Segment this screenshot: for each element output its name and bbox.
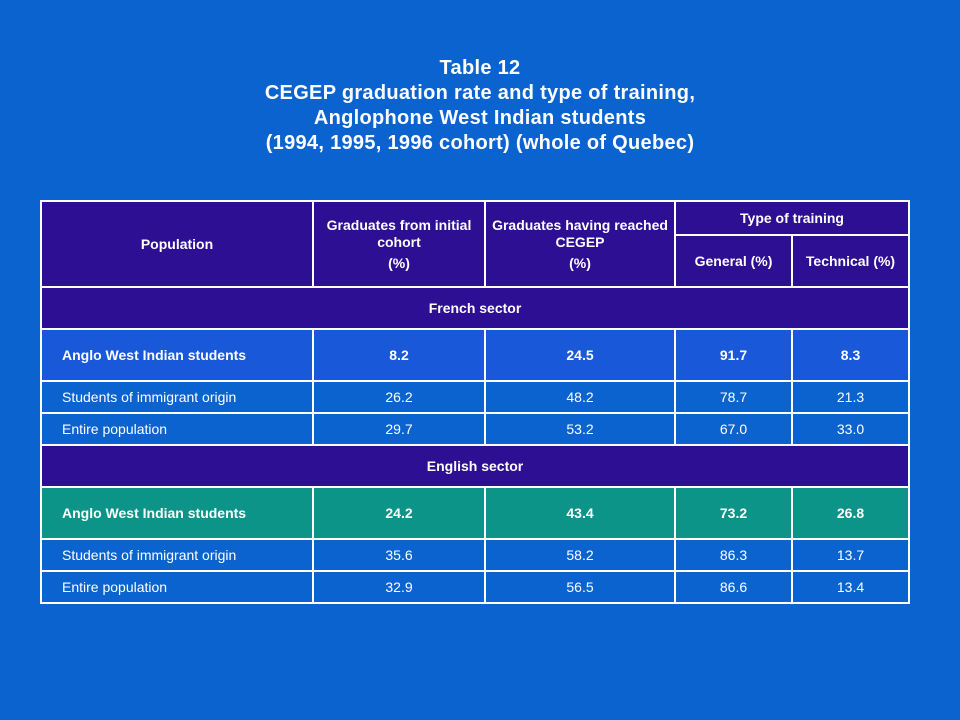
header-graduates-cegep-label: Graduates having reached CEGEP — [492, 216, 668, 250]
graduation-table: Population Graduates from initial cohort… — [40, 200, 910, 604]
header-graduates-cegep: Graduates having reached CEGEP (%) — [484, 200, 676, 288]
cell-population: Students of immigrant origin — [40, 380, 314, 414]
cell-graduates-cegep: 48.2 — [484, 380, 676, 414]
cell-graduates-cegep: 58.2 — [484, 538, 676, 572]
cell-population: Entire population — [40, 412, 314, 446]
cell-technical: 13.7 — [791, 538, 910, 572]
table-row: Anglo West Indian students 24.2 43.4 73.… — [40, 486, 910, 540]
cell-general: 86.6 — [674, 570, 793, 604]
cell-technical: 26.8 — [791, 486, 910, 540]
header-technical: Technical (%) — [791, 234, 910, 288]
table-row: Anglo West Indian students 8.2 24.5 91.7… — [40, 328, 910, 382]
title-line-1: Table 12 — [439, 57, 521, 79]
cell-general: 91.7 — [674, 328, 793, 382]
title-line-3: Anglophone West Indian students — [313, 107, 647, 129]
cell-general: 78.7 — [674, 380, 793, 414]
section-french: French sector — [40, 286, 910, 330]
cell-technical: 8.3 — [791, 328, 910, 382]
table-row: Students of immigrant origin 35.6 58.2 8… — [40, 538, 910, 572]
cell-population: Students of immigrant origin — [40, 538, 314, 572]
cell-general: 67.0 — [674, 412, 793, 446]
table-row: Students of immigrant origin 26.2 48.2 7… — [40, 380, 910, 414]
cell-graduates-cegep: 56.5 — [484, 570, 676, 604]
cell-technical: 21.3 — [791, 380, 910, 414]
title-line-2: CEGEP graduation rate and type of traini… — [264, 82, 696, 104]
header-graduates-initial-label: Graduates from initial cohort — [326, 216, 472, 250]
cell-graduates-cegep: 43.4 — [484, 486, 676, 540]
header-graduates-initial-unit: (%) — [388, 254, 410, 271]
cell-graduates-cegep: 53.2 — [484, 412, 676, 446]
header-graduates-cegep-unit: (%) — [569, 254, 591, 271]
cell-graduates-initial: 29.7 — [312, 412, 486, 446]
cell-population: Anglo West Indian students — [40, 328, 314, 382]
header-general: General (%) — [674, 234, 793, 288]
cell-general: 73.2 — [674, 486, 793, 540]
cell-graduates-initial: 24.2 — [312, 486, 486, 540]
section-label: French sector — [40, 286, 910, 330]
section-english: English sector — [40, 444, 910, 488]
table-row: Entire population 32.9 56.5 86.6 13.4 — [40, 570, 910, 604]
cell-graduates-initial: 35.6 — [312, 538, 486, 572]
cell-graduates-cegep: 24.5 — [484, 328, 676, 382]
title-line-4: (1994, 1995, 1996 cohort) (whole of Queb… — [265, 132, 695, 154]
cell-population: Entire population — [40, 570, 314, 604]
cell-technical: 13.4 — [791, 570, 910, 604]
cell-technical: 33.0 — [791, 412, 910, 446]
table-title: Table 12 CEGEP graduation rate and type … — [0, 56, 960, 156]
header-training-type: Type of training — [674, 200, 910, 236]
cell-graduates-initial: 32.9 — [312, 570, 486, 604]
cell-graduates-initial: 26.2 — [312, 380, 486, 414]
header-graduates-initial: Graduates from initial cohort (%) — [312, 200, 486, 288]
table-row: Entire population 29.7 53.2 67.0 33.0 — [40, 412, 910, 446]
cell-general: 86.3 — [674, 538, 793, 572]
cell-graduates-initial: 8.2 — [312, 328, 486, 382]
section-label: English sector — [40, 444, 910, 488]
header-population: Population — [40, 200, 314, 288]
cell-population: Anglo West Indian students — [40, 486, 314, 540]
